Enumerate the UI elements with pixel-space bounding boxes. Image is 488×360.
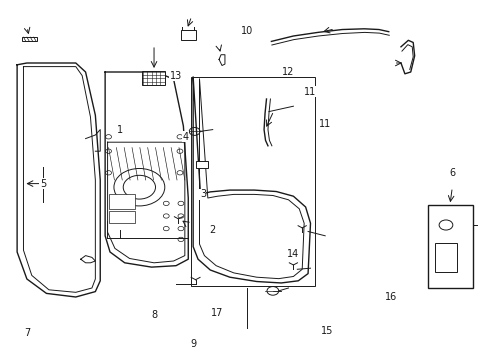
- Text: 8: 8: [151, 310, 157, 320]
- Bar: [108, 211, 135, 223]
- Bar: [190, 77, 315, 286]
- Bar: [142, 71, 165, 85]
- Bar: [181, 30, 195, 40]
- Text: 12: 12: [282, 67, 294, 77]
- Text: 9: 9: [190, 339, 196, 349]
- Text: 11: 11: [304, 87, 316, 97]
- Bar: [108, 194, 135, 209]
- Text: 16: 16: [384, 292, 397, 302]
- Text: 3: 3: [200, 189, 205, 199]
- Bar: [434, 243, 456, 272]
- Text: 15: 15: [321, 326, 333, 336]
- Text: 11: 11: [318, 119, 331, 129]
- Text: 4: 4: [183, 132, 188, 142]
- Text: 7: 7: [24, 328, 30, 338]
- Bar: [195, 161, 207, 168]
- Text: 10: 10: [240, 26, 253, 36]
- Text: 6: 6: [448, 168, 454, 178]
- Text: 13: 13: [169, 71, 182, 81]
- Bar: [427, 205, 472, 288]
- Text: 5: 5: [40, 179, 46, 189]
- Bar: [22, 37, 37, 41]
- Text: 14: 14: [286, 249, 299, 259]
- Text: 17: 17: [211, 308, 224, 318]
- Text: 2: 2: [209, 225, 215, 235]
- Text: 1: 1: [117, 125, 122, 135]
